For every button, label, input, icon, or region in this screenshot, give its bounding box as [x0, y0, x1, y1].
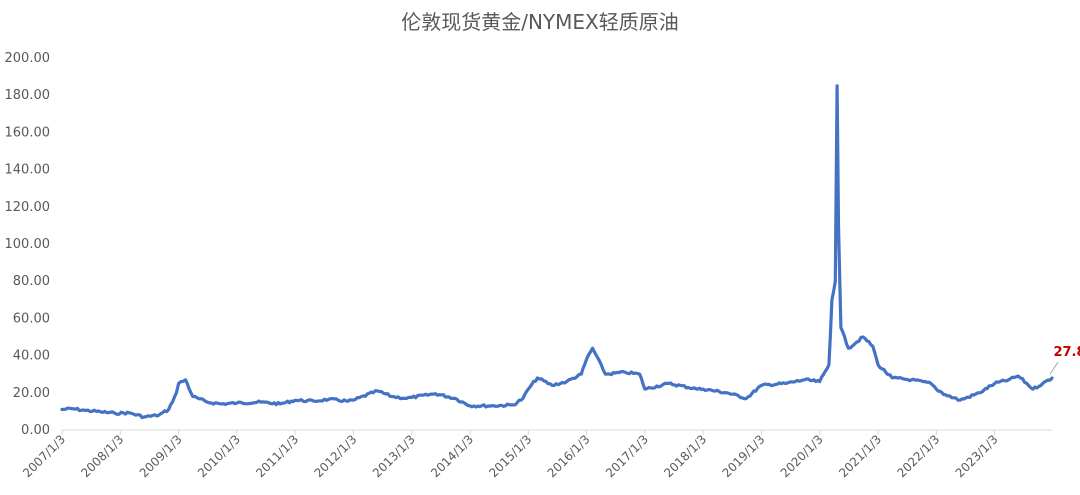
x-axis: 2007/1/3 2008/1/3 2009/1/3 2010/1/3 2011/1/3… — [20, 430, 1001, 480]
y-tick-label: 200.00 — [5, 51, 51, 66]
y-tick-label: 0.00 — [21, 423, 50, 438]
annotation-layer: 27.89 — [1049, 345, 1080, 375]
x-tick-label: 2010/1/3 — [195, 432, 243, 480]
data-label-leader — [1049, 361, 1059, 375]
series-layer — [60, 84, 1054, 420]
y-tick-label: 40.00 — [13, 349, 50, 364]
x-tick-label: 2017/1/3 — [603, 432, 651, 480]
x-tick-label: 2019/1/3 — [720, 432, 768, 480]
chart-title: 伦敦现货黄金/NYMEX轻质原油 — [401, 10, 679, 34]
y-tick-label: 80.00 — [13, 274, 50, 289]
x-tick-label: 2018/1/3 — [661, 432, 709, 480]
y-axis: 0.00 20.00 40.00 60.00 80.00 100.00 120.00 140.… — [5, 51, 51, 438]
x-tick-label: 2016/1/3 — [545, 432, 593, 480]
series-line — [60, 84, 1054, 420]
x-tick-label: 2012/1/3 — [311, 432, 359, 480]
x-tick-label: 2013/1/3 — [370, 432, 418, 480]
y-tick-label: 20.00 — [13, 386, 50, 401]
x-tick-label: 2022/1/3 — [894, 432, 942, 480]
x-tick-label: 2014/1/3 — [428, 432, 476, 480]
y-tick-label: 60.00 — [13, 311, 50, 326]
x-tick-label: 2008/1/3 — [78, 432, 126, 480]
x-tick-label: 2021/1/3 — [836, 432, 884, 480]
x-tick-label: 2023/1/3 — [953, 432, 1001, 480]
y-tick-label: 140.00 — [5, 163, 51, 178]
x-tick-label: 2020/1/3 — [778, 432, 826, 480]
y-tick-label: 120.00 — [5, 200, 51, 215]
y-tick-label: 100.00 — [5, 237, 51, 252]
x-tick-label: 2009/1/3 — [137, 432, 185, 480]
x-tick-label: 2011/1/3 — [253, 432, 301, 480]
x-tick-label: 2015/1/3 — [486, 432, 534, 480]
y-tick-label: 180.00 — [5, 88, 51, 103]
x-tick-label: 2007/1/3 — [20, 432, 68, 480]
y-tick-label: 160.00 — [5, 125, 51, 140]
data-label-last-value: 27.89 — [1053, 345, 1080, 360]
